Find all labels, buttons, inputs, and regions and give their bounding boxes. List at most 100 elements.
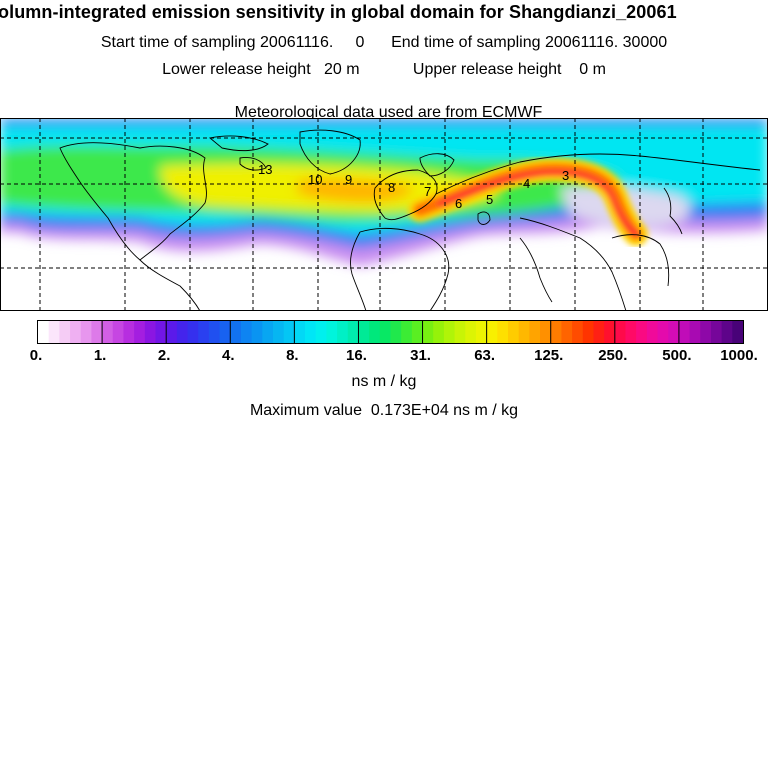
colorbar-units: ns m / kg xyxy=(351,373,417,390)
colorbar-cell xyxy=(379,321,392,344)
colorbar-cell xyxy=(166,321,178,344)
colorbar-cell xyxy=(700,321,712,344)
colorbar-tick-labels: 0. 1. 2. 4. 8. 16. 31. 63. 125. 250. 500. 1000. xyxy=(30,347,758,364)
colorbar-cell xyxy=(176,321,189,344)
colorbar-cell xyxy=(208,321,221,344)
colorbar-cell xyxy=(102,321,114,344)
colorbar-cell xyxy=(240,321,253,344)
emission-sensitivity-map: 13 10 9 8 7 6 5 4 3 xyxy=(0,118,768,311)
upper-height-value: 0 m xyxy=(579,61,606,78)
met-data-line: Meteorological data used are from ECMWF xyxy=(0,86,768,122)
colorbar-cell xyxy=(358,321,370,344)
contour-labels: 13 10 9 8 7 6 5 4 3 xyxy=(258,162,569,211)
plot-title-text: olumn-integrated emission sensitivity in… xyxy=(0,2,677,22)
colorbar-cell xyxy=(401,321,413,344)
contour-label: 7 xyxy=(424,184,431,199)
colorbar-cell xyxy=(305,321,317,344)
colorbar-cell xyxy=(155,321,167,344)
colorbar-tick-label: 0. xyxy=(30,347,43,364)
max-value-label: Maximum value xyxy=(249,402,362,419)
field-orange-core xyxy=(296,179,413,202)
colorbar-cell xyxy=(411,321,424,344)
lower-height-label: Lower release height xyxy=(162,61,311,78)
colorbar-tick-label: 63. xyxy=(474,347,495,364)
colorbar-cell xyxy=(112,321,125,344)
colorbar-cell xyxy=(465,321,477,344)
colorbar-cell xyxy=(337,321,349,344)
colorbar-tick-label: 16. xyxy=(346,347,367,364)
colorbar-cell xyxy=(657,321,669,344)
colorbar-cell xyxy=(508,321,520,344)
colorbar-tick-label: 2. xyxy=(158,347,171,364)
start-time-value: 20061116. 0 xyxy=(260,34,365,51)
colorbar-cell xyxy=(732,321,744,344)
colorbar-cell xyxy=(422,321,434,344)
contour-label: 5 xyxy=(486,192,493,207)
colorbar-cell xyxy=(486,321,498,344)
colorbar-tick-label: 8. xyxy=(286,347,299,364)
colorbar-cell xyxy=(529,321,541,344)
contour-label: 6 xyxy=(455,196,462,211)
colorbar-tick-label: 125. xyxy=(534,347,563,364)
end-time-label: End time of sampling xyxy=(391,34,541,51)
colorbar-cell xyxy=(572,321,584,344)
colorbar-cell xyxy=(540,321,552,344)
colorbar-cell xyxy=(70,321,82,344)
colorbar-cell xyxy=(347,321,360,344)
colorbar-cell xyxy=(251,321,263,344)
start-time-label: Start time of sampling xyxy=(100,34,256,51)
maximum-value-line: Maximum value 0.173E+04 ns m / kg xyxy=(0,402,768,420)
colorbar-tick-label: 31. xyxy=(410,347,431,364)
colorbar-cell xyxy=(582,321,595,344)
colorbar: 0. 1. 2. 4. 8. 16. 31. 63. 125. 250. 500. 1000. xyxy=(30,320,758,364)
contour-label: 4 xyxy=(523,176,530,191)
colorbar-cell xyxy=(294,321,306,344)
colorbar-cell xyxy=(315,321,328,344)
upper-height-label: Upper release height xyxy=(412,61,562,78)
colorbar-cell xyxy=(550,321,563,344)
coast-scandinavia xyxy=(419,153,455,177)
contour-label: 13 xyxy=(258,162,272,177)
coast-arctic-islands xyxy=(208,135,269,171)
plume-track-core xyxy=(437,170,639,237)
colorbar-cell xyxy=(454,321,466,344)
max-value-number: 0.173E+04 ns m / kg xyxy=(370,402,519,419)
colorbar-cell xyxy=(219,321,231,344)
colorbar-cell xyxy=(636,321,648,344)
colorbar-cell xyxy=(134,321,146,344)
colorbar-cell xyxy=(668,321,680,344)
coast-europe xyxy=(373,169,438,221)
colorbar-cell xyxy=(689,321,701,344)
sampling-times: Start time of sampling 20061116. 0 End t… xyxy=(0,34,768,52)
contour-label: 9 xyxy=(345,172,352,187)
colorbar-cell xyxy=(433,321,445,344)
colorbar-cell xyxy=(593,321,605,344)
colorbar-cell xyxy=(48,321,60,344)
colorbar-cell xyxy=(230,321,242,344)
colorbar-cell xyxy=(326,321,338,344)
colorbar-cell xyxy=(678,321,691,344)
colorbar-cell xyxy=(614,321,627,344)
colorbar-cell xyxy=(38,321,50,344)
coast-india xyxy=(519,237,553,303)
colorbar-cell xyxy=(273,321,285,344)
colorbar-cell xyxy=(443,321,456,344)
colorbar-cell xyxy=(475,321,488,344)
coast-africa xyxy=(349,227,450,311)
colorbar-cell xyxy=(123,321,135,344)
colorbar-cell xyxy=(187,321,199,344)
colorbar-cell xyxy=(497,321,509,344)
colorbar-frame xyxy=(37,320,744,344)
colorbar-cell xyxy=(604,321,616,344)
colorbar-tick-label: 500. xyxy=(662,347,691,364)
contour-label: 3 xyxy=(562,168,569,183)
contour-label: 8 xyxy=(388,180,395,195)
coast-north-america xyxy=(59,142,207,261)
colorbar-dividers xyxy=(101,321,680,344)
colorbar-cell xyxy=(80,321,93,344)
coast-asia xyxy=(435,153,761,311)
colorbar-tick-label: 250. xyxy=(598,347,627,364)
colorbar-cell xyxy=(369,321,381,344)
colorbar-cell xyxy=(144,321,157,344)
coast-japan xyxy=(663,187,683,235)
